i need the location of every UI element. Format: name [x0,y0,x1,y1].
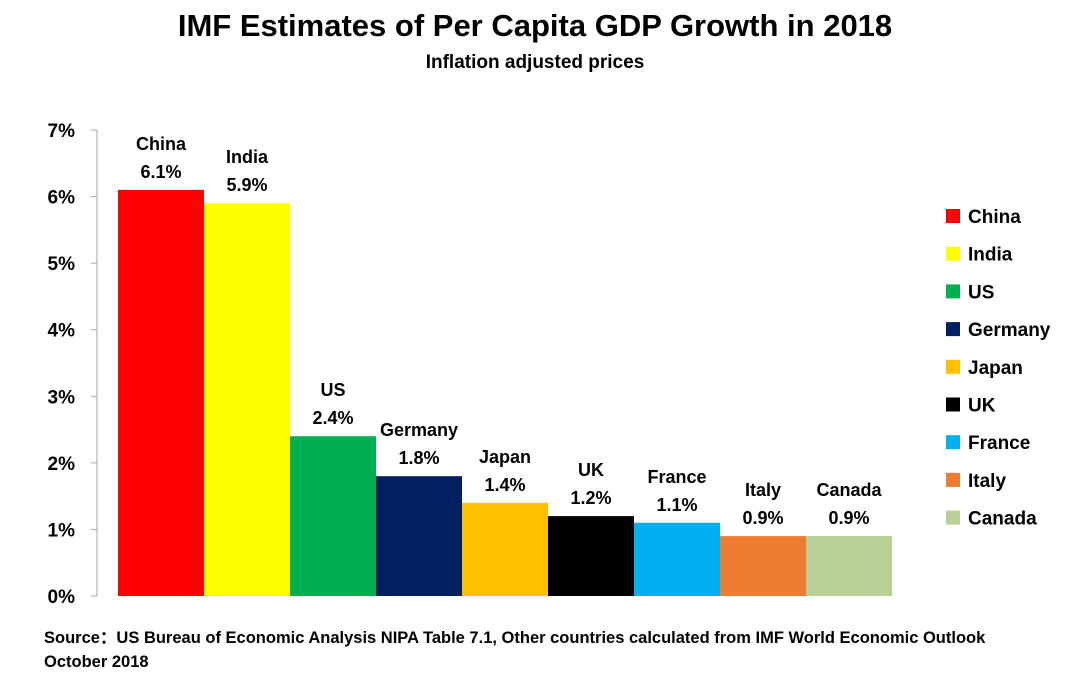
bar-value-label: 1.4% [484,475,525,495]
bars-group [118,189,892,596]
legend-swatch [946,322,960,337]
bar-category-label: France [647,467,706,487]
bar-category-label: Germany [380,420,458,440]
bar-uk [548,516,634,596]
source-note: Source：US Bureau of Economic Analysis NI… [44,629,986,671]
bar-value-label: 0.9% [742,508,783,528]
y-tick-label: 7% [48,121,76,142]
bar-category-label: Japan [479,447,531,467]
legend-label: Canada [968,509,1037,530]
legend-swatch [946,510,960,525]
chart-subtitle: Inflation adjusted prices [425,52,645,73]
bar-value-label: 1.8% [398,448,439,468]
legend-label: China [968,207,1021,228]
legend-swatch [946,284,960,299]
chart-title: IMF Estimates of Per Capita GDP Growth i… [177,8,893,43]
y-axis: 0% 1% 2% 3% 4% 5% 6% 7% [48,121,98,608]
legend: China India US Germany Japan UK France Italy Can… [946,207,1051,530]
y-tick-label: 4% [48,321,76,342]
legend-swatch [946,472,960,487]
bar-canada [806,536,892,596]
legend-label: US [968,282,994,303]
bar-us [290,436,376,596]
bar-japan [462,502,548,596]
legend-swatch [946,397,960,412]
bar-italy [720,536,806,596]
bar-value-label: 1.1% [656,495,697,515]
bar-france [634,522,720,596]
legend-label: India [968,245,1013,266]
y-tick-label: 0% [48,587,76,608]
legend-label: Japan [968,358,1023,379]
bar-value-label: 6.1% [140,162,181,182]
y-tick-label: 2% [48,454,76,475]
bar-category-label: Italy [745,480,781,500]
bar-value-label: 2.4% [312,408,353,428]
legend-label: France [968,433,1030,454]
legend-swatch [946,359,960,374]
bar-germany [376,476,462,596]
bar-china [118,189,204,596]
legend-label: Germany [968,320,1051,341]
y-tick-label: 6% [48,188,76,209]
bar-category-label: China [136,134,187,154]
bar-labels-group: China 6.1% India 5.9% US 2.4% Germany 1.8% Japan… [136,134,883,528]
legend-swatch [946,246,960,261]
y-tick-label: 1% [48,520,76,541]
bar-category-label: UK [578,460,604,480]
bar-category-label: India [226,147,269,167]
bar-category-label: Canada [816,480,882,500]
bar-value-label: 0.9% [828,508,869,528]
legend-label: Italy [968,471,1006,492]
bar-value-label: 5.9% [226,175,267,195]
y-tick-label: 5% [48,254,76,275]
bar-category-label: US [320,380,345,400]
bar-india [204,203,290,596]
bar-value-label: 1.2% [570,488,611,508]
legend-swatch [946,209,960,223]
y-tick-label: 3% [48,387,76,408]
legend-label: UK [968,396,996,417]
legend-swatch [946,435,960,450]
